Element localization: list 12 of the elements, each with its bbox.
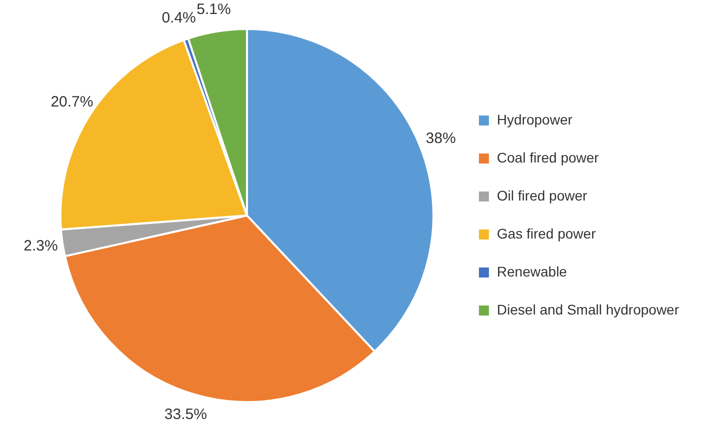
legend-label: Oil fired power xyxy=(496,187,588,204)
legend-label: Gas fired power xyxy=(496,225,596,242)
data-label: 38% xyxy=(426,130,456,147)
legend-label: Renewable xyxy=(496,263,568,280)
data-label: 5.1% xyxy=(196,0,231,18)
legend-label: Coal fired power xyxy=(496,149,600,166)
data-label: 2.3% xyxy=(24,237,58,254)
data-label: 33.5% xyxy=(164,406,207,423)
legend-label: Hydropower xyxy=(496,111,573,128)
data-label: 0.4% xyxy=(162,10,196,27)
data-label: 20.7% xyxy=(50,93,94,110)
legend-label: Diesel and Small hydropower xyxy=(496,301,680,318)
